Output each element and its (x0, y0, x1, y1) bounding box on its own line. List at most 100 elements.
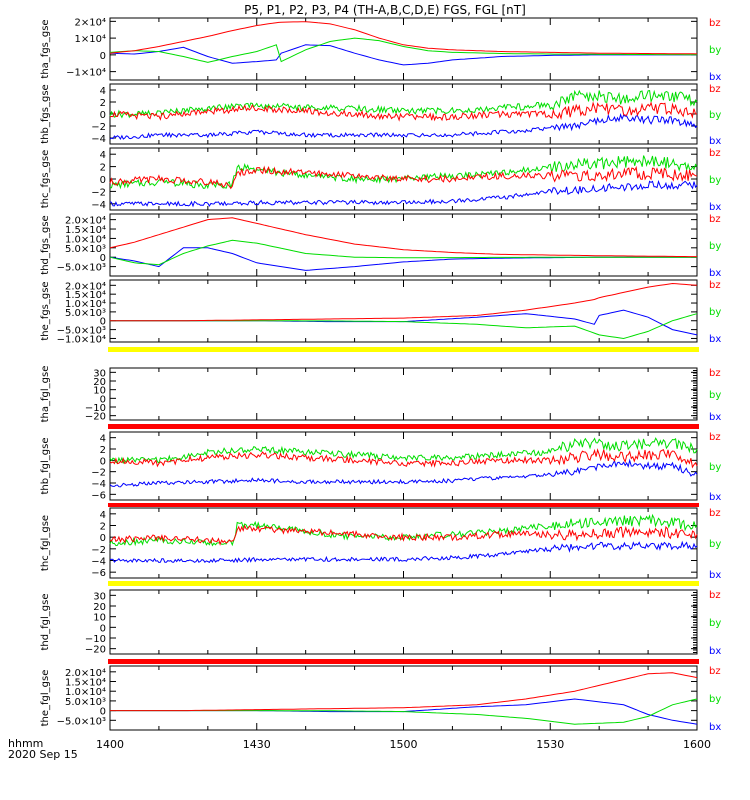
series-by (109, 239, 697, 266)
y-tick-label: −5.0×10³ (57, 716, 106, 727)
series-bx (109, 44, 697, 66)
y-tick-label: −1×10⁴ (66, 68, 106, 79)
panel-frame (109, 367, 698, 421)
y-axis-label: the_fgl_gse (40, 670, 51, 727)
legend-bz: bz (709, 214, 721, 225)
x-tick-label: 1600 (683, 738, 711, 751)
y-tick-label: 2 (100, 98, 106, 109)
y-tick-label: 0 (100, 51, 106, 62)
panel-frame (109, 213, 698, 277)
y-tick-label: 2.0×10⁴ (65, 281, 106, 292)
y-tick-label: −5.0×10³ (57, 263, 106, 274)
y-tick-label: 1.0×10⁴ (65, 299, 106, 310)
x-tick-label: 1400 (96, 738, 124, 751)
panel-thc_fgs_gse: −4 −202 4 thc_fgs_gse bz by bx (40, 147, 721, 213)
y-tick-label: 5.0×10³ (65, 697, 106, 708)
series-bx (109, 540, 698, 564)
panel-tha_fgs_gse: −1×10⁴ 0 1×10⁴ 2×10⁴ tha_fgs_gse bz by bx (40, 17, 721, 83)
y-tick-label: 5.0×10³ (65, 308, 106, 319)
panel-frame (109, 665, 698, 731)
y-tick-label: 2 (100, 163, 106, 174)
y-tick-label: 4 (100, 150, 106, 161)
series-bx (109, 458, 698, 488)
legend-bx: bx (709, 72, 721, 83)
legend-bz: bz (709, 590, 721, 601)
status-bar-2 (108, 503, 699, 507)
series-bz (109, 165, 698, 190)
y-axis-label: thd_fgs_gse (40, 215, 51, 274)
legend-bx: bx (709, 136, 721, 147)
legend-bx: bx (709, 202, 721, 213)
legend-by: by (709, 45, 721, 56)
y-tick-label: −4 (91, 134, 106, 145)
y-tick-label: 1.0×10⁴ (65, 234, 106, 245)
legend-bx: bx (709, 722, 721, 733)
y-tick-label: 1.0×10⁴ (65, 687, 106, 698)
series-by (109, 437, 698, 465)
y-tick-label: 30 (93, 368, 106, 379)
legend-by: by (709, 110, 721, 121)
panel-frame (109, 17, 698, 81)
y-tick-label: 4 (100, 434, 106, 445)
y-tick-label: 0 (100, 394, 106, 405)
series-bz (109, 21, 698, 55)
y-tick-label: 1.5×10⁴ (65, 678, 106, 689)
y-tick-label: 2 (100, 522, 106, 533)
series-bx (109, 179, 698, 208)
series-bz (109, 101, 698, 122)
y-axis-label: thb_fgl_gse (40, 438, 51, 495)
series-bz (110, 672, 698, 712)
status-bar-4 (108, 659, 699, 664)
legend-by: by (709, 694, 721, 705)
y-tick-label: 4 (100, 86, 106, 97)
y-tick-label: 0 (100, 253, 106, 264)
series-by (109, 89, 698, 119)
y-tick-label: 0 (100, 533, 106, 544)
y-tick-label: −4 (91, 479, 106, 490)
x-tick-label: 1500 (390, 738, 418, 751)
y-tick-label: −2 (91, 545, 106, 556)
y-tick-label: 2.0×10⁴ (65, 216, 106, 227)
y-tick-label: 30 (93, 591, 106, 602)
legend-bz: bz (709, 432, 721, 443)
y-axis-label: thd_fgl_gse (40, 594, 51, 651)
legend-bz: bz (709, 508, 721, 519)
y-tick-label: −4 (91, 200, 106, 211)
legend-bz: bz (709, 84, 721, 95)
series-by (110, 155, 698, 190)
legend-bx: bx (709, 646, 721, 657)
y-tick-label: 0 (100, 317, 106, 328)
y-tick-label: 2.0×10⁴ (65, 668, 106, 679)
y-tick-label: 20 (93, 602, 106, 613)
y-tick-label: 0 (100, 707, 106, 718)
series-bz (109, 448, 698, 469)
y-tick-label: 20 (93, 377, 106, 388)
legend-by: by (709, 390, 721, 401)
y-tick-label: −6 (91, 490, 106, 501)
series-by (110, 313, 698, 340)
status-bar-3 (108, 581, 699, 586)
series-by (109, 513, 698, 547)
y-tick-label: −4 (91, 557, 106, 568)
series-bz (109, 524, 698, 546)
x-axis-label: hhmm (8, 737, 43, 750)
y-axis-label: tha_fgs_gse (40, 19, 51, 78)
legend-bz: bz (709, 368, 721, 379)
x-axis-date: 2020 Sep 15 (8, 748, 78, 761)
series-bx (109, 113, 698, 141)
y-tick-label: −2 (91, 122, 106, 133)
legend-by: by (709, 307, 721, 318)
x-tick-label: 1430 (243, 738, 271, 751)
y-tick-label: 5.0×10³ (65, 244, 106, 255)
panel-frame (109, 279, 698, 343)
y-tick-label: −20 (85, 645, 106, 656)
legend-bx: bx (709, 268, 721, 279)
